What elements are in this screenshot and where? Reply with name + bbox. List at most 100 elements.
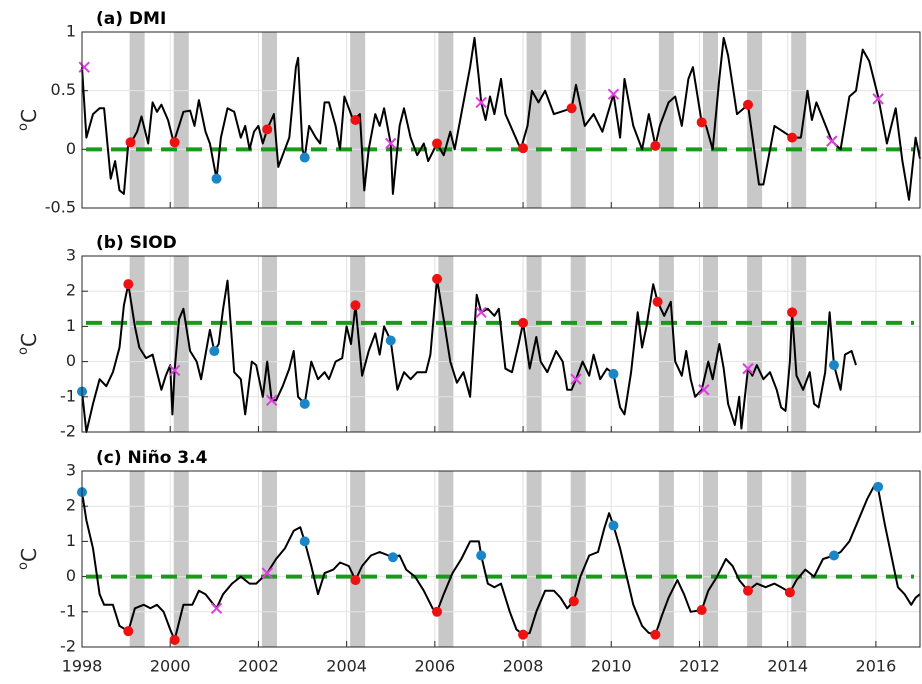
shaded-period	[261, 471, 277, 647]
dot-marker	[696, 117, 707, 128]
y-axis-label: oC	[16, 548, 41, 570]
x-tick-label: 2000	[150, 657, 191, 676]
dot-marker	[169, 634, 180, 645]
dot-marker	[299, 536, 310, 547]
dot-marker	[696, 605, 707, 616]
y-tick-label: 1	[66, 316, 76, 335]
dot-marker	[387, 552, 398, 563]
series-line	[81, 277, 857, 433]
x-tick-label: 1998	[62, 657, 103, 676]
shaded-period	[747, 256, 763, 432]
plot-frame	[81, 470, 921, 648]
shaded-period	[438, 256, 454, 432]
shaded-period	[570, 256, 586, 432]
dot-marker	[169, 137, 180, 148]
shaded-period	[570, 471, 586, 647]
y-axis-label-sup: o	[16, 347, 31, 355]
dot-marker	[518, 317, 529, 328]
dot-marker	[742, 585, 753, 596]
plot-frame	[81, 255, 921, 433]
shaded-period	[350, 471, 366, 647]
y-tick-label: 0	[66, 139, 76, 158]
cross-marker	[742, 362, 754, 375]
dot-marker	[123, 626, 134, 637]
shaded-period	[791, 32, 807, 208]
shaded-period	[703, 32, 718, 208]
shaded-period	[570, 32, 586, 208]
shaded-period	[129, 32, 145, 208]
dot-marker	[385, 335, 396, 346]
cross-marker	[475, 306, 487, 319]
cross-marker	[210, 602, 223, 614]
y-axis-label-main: C	[17, 109, 41, 123]
dot-marker	[476, 550, 487, 561]
y-tick-label: -2	[60, 422, 76, 441]
y-tick-label: 2	[66, 281, 76, 300]
dot-marker	[125, 137, 136, 148]
shaded-period	[703, 471, 718, 647]
y-tick-label: 0	[66, 351, 76, 370]
x-tick-label: 2014	[767, 657, 808, 676]
panel-title: (b) SIOD	[96, 233, 177, 253]
y-tick-label: 0.5	[51, 80, 76, 99]
shaded-period	[526, 471, 542, 647]
cross-marker	[570, 373, 582, 385]
shaded-period	[350, 256, 366, 432]
y-tick-label: 3	[66, 246, 76, 265]
panel-title: (a) DMI	[96, 9, 166, 29]
shaded-period	[658, 256, 674, 432]
cross-marker	[265, 394, 278, 407]
dot-marker	[787, 307, 798, 318]
cross-marker	[698, 384, 710, 396]
dot-marker	[432, 138, 443, 149]
y-tick-label: -1	[60, 386, 76, 405]
dot-marker	[299, 152, 310, 163]
dot-marker	[652, 296, 663, 307]
shaded-period	[129, 256, 145, 432]
dot-marker	[828, 550, 839, 561]
dot-marker	[123, 279, 134, 290]
cross-marker	[78, 61, 90, 73]
x-tick-label: 2008	[503, 657, 544, 676]
dot-marker	[350, 300, 361, 311]
y-tick-label: 3	[66, 461, 76, 480]
shaded-period	[173, 471, 189, 647]
y-axis-label: oC	[16, 333, 41, 355]
dot-marker	[350, 115, 361, 125]
dot-marker	[209, 346, 220, 357]
dot-marker	[432, 606, 443, 617]
dot-marker	[650, 629, 661, 640]
shaded-period	[526, 32, 542, 208]
dot-marker	[608, 368, 619, 379]
x-tick-label: 2004	[326, 657, 367, 676]
y-axis-label: oC	[16, 109, 41, 131]
shaded-period	[747, 32, 763, 208]
y-tick-label: -1	[60, 601, 76, 620]
shaded-period	[261, 32, 277, 208]
dot-marker	[873, 481, 884, 492]
y-axis-label-main: C	[17, 548, 41, 562]
dot-marker	[518, 143, 529, 154]
x-tick-label: 2016	[856, 657, 897, 676]
panel-title: (c) Niño 3.4	[96, 448, 208, 468]
shaded-period	[129, 471, 145, 647]
plot-frame	[81, 31, 921, 209]
cross-marker	[475, 96, 487, 109]
shaded-period	[438, 32, 454, 208]
shaded-period	[791, 471, 807, 647]
shaded-period	[703, 256, 718, 432]
dot-marker	[350, 575, 361, 586]
dot-marker	[787, 132, 798, 143]
shaded-period	[261, 256, 277, 432]
dot-marker	[828, 360, 839, 371]
dot-marker	[299, 398, 310, 409]
shaded-period	[438, 471, 454, 647]
y-tick-label: 2	[66, 496, 76, 515]
dot-marker	[784, 587, 795, 598]
y-tick-label: -2	[60, 637, 76, 656]
y-tick-label: 0	[66, 566, 76, 585]
cross-marker	[261, 567, 273, 579]
dot-marker	[568, 596, 579, 607]
y-tick-label: 1	[66, 22, 76, 41]
shaded-period	[658, 471, 674, 647]
